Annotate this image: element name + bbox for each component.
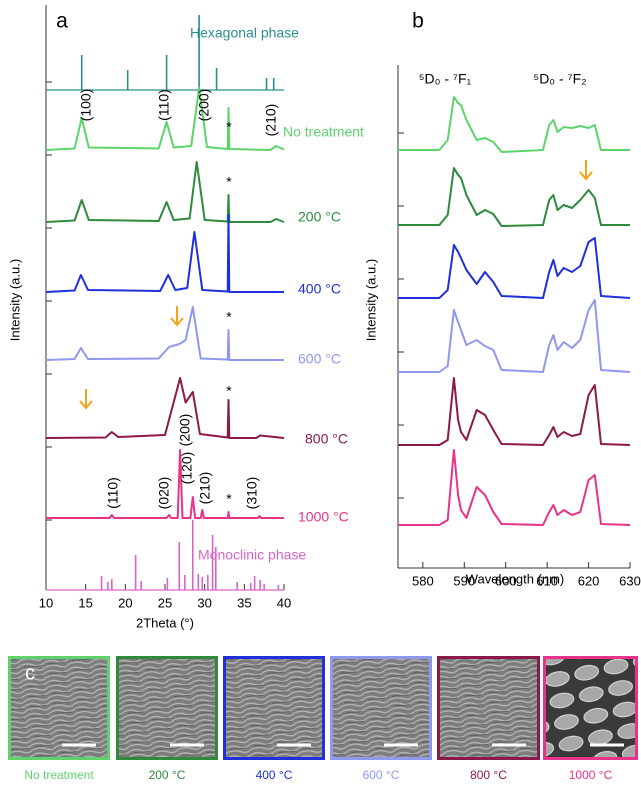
annotation: * bbox=[226, 491, 232, 507]
panel-letter: b bbox=[412, 10, 424, 33]
arrow bbox=[79, 389, 93, 410]
spectrum-line bbox=[45, 161, 285, 223]
x-tick-label: 30 bbox=[197, 595, 211, 610]
image-caption: 400 °C bbox=[256, 768, 293, 782]
spectrum-line bbox=[45, 214, 284, 293]
annotation: (020) bbox=[156, 477, 172, 510]
annotation: ⁵D₀ - ⁷F₁ bbox=[419, 71, 472, 87]
series-label: 800 °C bbox=[305, 431, 348, 447]
image-caption: 800 °C bbox=[470, 768, 507, 782]
sem-image bbox=[543, 656, 638, 760]
spectrum-line bbox=[398, 96, 630, 153]
annotation: (210) bbox=[263, 104, 279, 137]
annotation: * bbox=[226, 309, 232, 325]
annotation: * bbox=[226, 174, 232, 190]
x-tick-label: 610 bbox=[536, 573, 558, 588]
x-tick-label: 620 bbox=[578, 573, 600, 588]
sem-image bbox=[330, 656, 432, 760]
image-caption: 200 °C bbox=[149, 768, 186, 782]
spectrum-line bbox=[45, 306, 284, 361]
image-caption: No treatment bbox=[24, 768, 94, 782]
annotation: (100) bbox=[78, 89, 94, 122]
annotation: (110) bbox=[156, 89, 172, 121]
x-tick-label: 10 bbox=[39, 595, 53, 610]
annotation: (200) bbox=[177, 414, 193, 447]
arrow bbox=[579, 160, 593, 181]
spectrum-line bbox=[398, 377, 631, 446]
spectrum-line bbox=[46, 449, 284, 519]
x-tick-label: 40 bbox=[277, 595, 291, 610]
annotation: (210) bbox=[197, 472, 213, 505]
x-tick-label: 20 bbox=[118, 595, 132, 610]
sem-image bbox=[437, 656, 540, 760]
annotation: (310) bbox=[244, 477, 260, 510]
series-label: Monoclinic phase bbox=[198, 547, 306, 563]
image-caption: 1000 °C bbox=[569, 768, 613, 782]
x-axis-label: 2Theta (°) bbox=[136, 615, 194, 630]
annotation: * bbox=[226, 383, 232, 399]
spectrum-line bbox=[45, 87, 285, 151]
annotation: (200) bbox=[196, 89, 212, 122]
image-caption: 600 °C bbox=[363, 768, 400, 782]
series-label: No treatment bbox=[283, 124, 364, 140]
x-axis-label: Wavelength (nm) bbox=[466, 571, 565, 586]
annotation: (110) bbox=[105, 477, 121, 509]
x-tick-label: 25 bbox=[158, 595, 172, 610]
spectrum-line bbox=[45, 377, 285, 439]
y-axis-label: Intensity (a.u.) bbox=[7, 259, 22, 341]
sem-image bbox=[116, 656, 218, 760]
x-tick-label: 35 bbox=[237, 595, 251, 610]
x-tick-label: 15 bbox=[78, 595, 92, 610]
annotation: * bbox=[226, 119, 232, 135]
spectrum-line bbox=[398, 167, 630, 227]
plots: a 10 15 20 25 30 35 40 2Theta (°) Intensity (a.u.… bbox=[7, 5, 641, 782]
x-tick-label: 630 bbox=[619, 573, 641, 588]
x-tick-label: 600 bbox=[495, 573, 517, 588]
spectrum-line bbox=[398, 237, 631, 299]
annotation: (120) bbox=[179, 452, 195, 485]
y-axis-label: Intensity (a.u.) bbox=[363, 259, 378, 341]
spectrum-line bbox=[398, 299, 631, 373]
sem-image bbox=[223, 656, 325, 760]
panel-letter: a bbox=[56, 10, 68, 33]
sem-image bbox=[8, 656, 110, 760]
series-label: Hexagonal phase bbox=[190, 25, 299, 41]
series-label: 1000 °C bbox=[298, 509, 349, 525]
x-tick-label: 580 bbox=[412, 573, 434, 588]
series-label: 200 °C bbox=[298, 209, 341, 225]
arrow bbox=[170, 306, 184, 327]
spectrum-line bbox=[398, 449, 631, 526]
series-label: 400 °C bbox=[298, 281, 341, 297]
x-tick-label: 590 bbox=[453, 573, 475, 588]
annotation: ⁵D₀ - ⁷F₂ bbox=[533, 71, 586, 87]
series-label: 600 °C bbox=[298, 351, 341, 367]
panel-letter: c bbox=[25, 662, 35, 684]
